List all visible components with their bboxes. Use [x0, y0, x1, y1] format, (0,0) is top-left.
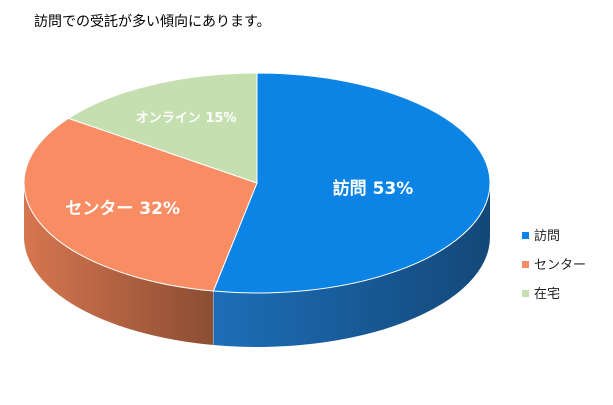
pie-slice-0 [212, 72, 491, 294]
legend-label-0: 訪問 [534, 228, 560, 244]
legend-label-2: 在宅 [534, 287, 560, 302]
pie-side-0 [213, 183, 490, 347]
legend-label-1: センター [534, 258, 586, 273]
chart-title: 訪問での受託が多い傾向にあります。 [34, 14, 271, 30]
pie-slice-1 [23, 117, 258, 292]
pie-side-1 [24, 183, 214, 346]
legend-swatch-0 [522, 232, 529, 239]
slice-label-0: 訪問 53% [333, 178, 414, 199]
legend-swatch-1 [522, 261, 529, 268]
pie-slice-2 [67, 72, 258, 184]
slice-label-2: オンライン 15% [136, 111, 237, 126]
slice-label-1: センター 32% [65, 199, 180, 219]
legend-swatch-2 [522, 290, 529, 297]
